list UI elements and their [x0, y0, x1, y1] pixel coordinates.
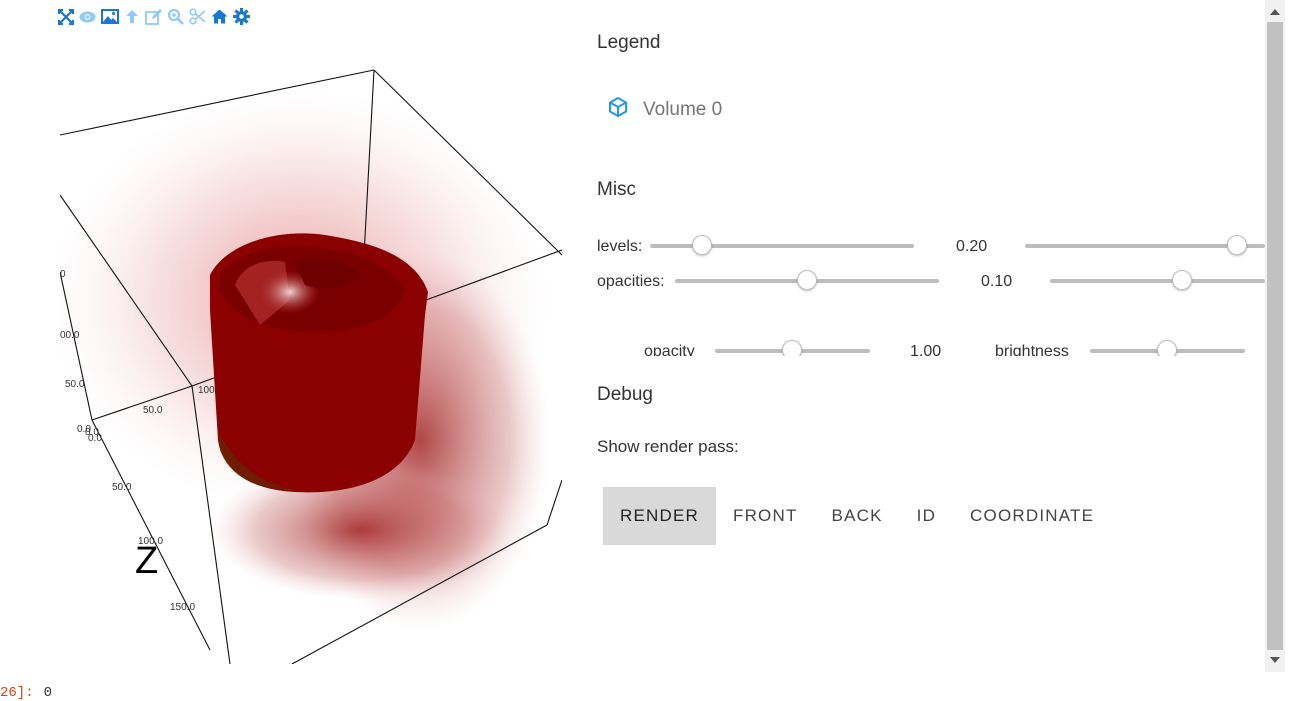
image-icon[interactable] [100, 7, 119, 26]
axis-tick: 0 [60, 269, 66, 280]
axis-tick: 100 [198, 385, 215, 396]
arrow-up-icon[interactable] [122, 7, 141, 26]
clipped-controls-row: opacity 1.00 brightness [597, 336, 1265, 356]
opacity-value: 1.00 [910, 343, 942, 356]
axis-tick: 50.0 [112, 482, 132, 493]
opacity-slider-thumb[interactable] [782, 340, 802, 356]
levels-label: levels: [597, 238, 643, 255]
edit-icon[interactable] [144, 7, 163, 26]
render-pass-button-front[interactable]: FRONT [733, 506, 798, 525]
gear-icon[interactable] [232, 7, 251, 26]
scrollbar-thumb[interactable] [1267, 22, 1283, 650]
axis-tick: 50.0 [65, 379, 85, 390]
brightness-label: brightness [995, 343, 1069, 356]
axis-tick: 150.0 [170, 602, 196, 613]
render-pass-button-id[interactable]: ID [916, 506, 937, 525]
brightness-slider[interactable] [1090, 340, 1245, 356]
levels-slider-2[interactable] [1025, 235, 1265, 255]
cell-prompt: 26]: [0, 685, 34, 701]
misc-title: Misc [597, 179, 637, 200]
render-pass-button-render[interactable]: RENDER [603, 487, 716, 545]
levels-slider-2-thumb[interactable] [1227, 235, 1247, 255]
cell-output-value: 0 [43, 685, 53, 701]
opacity-label: opacity [644, 343, 695, 356]
levels-value: 0.20 [956, 238, 988, 255]
home-icon[interactable] [210, 7, 229, 26]
axis-tick: 0.0 [85, 427, 99, 438]
axis-tick: 00.0 [60, 330, 80, 341]
levels-slider-1-thumb[interactable] [692, 235, 712, 255]
levels-slider-1[interactable] [650, 235, 914, 255]
z-axis-label: Z [135, 540, 159, 582]
control-panel: Legend Volume 0 Misc levels: 0.20 opacit… [597, 0, 1265, 672]
axis-tick: 50.0 [143, 405, 163, 416]
legend-title: Legend [597, 32, 661, 53]
opacities-slider-2-thumb[interactable] [1172, 270, 1192, 290]
scroll-up-arrow-icon[interactable] [1265, 3, 1285, 21]
viewer-toolbar [56, 7, 251, 27]
render-pass-button-back[interactable]: BACK [831, 506, 883, 525]
zoom-icon[interactable] [166, 7, 185, 26]
volume-render [60, 69, 562, 664]
show-render-pass-label: Show render pass: [597, 437, 739, 456]
opacity-slider[interactable] [715, 340, 870, 356]
eye-icon[interactable] [78, 7, 97, 26]
opacities-slider-1-thumb[interactable] [797, 270, 817, 290]
legend-item-label: Volume 0 [643, 98, 723, 120]
cell-output: 26]: 0 [0, 685, 52, 701]
fullscreen-icon[interactable] [56, 7, 75, 26]
legend-item-volume-0[interactable]: Volume 0 [607, 96, 722, 123]
cube-icon [607, 96, 629, 123]
panel-scrollbar[interactable] [1265, 0, 1285, 672]
opacities-label: opacities: [597, 273, 665, 290]
opacities-value: 0.10 [981, 273, 1013, 290]
debug-title: Debug [597, 384, 653, 405]
axis-tick: 0.0 [77, 424, 91, 435]
axis-tick: 0.0 [88, 433, 102, 444]
volume-viewport[interactable]: 0 00.0 50.0 0.0 0.0 0.0 50.0 100 50.0 10… [60, 30, 562, 664]
opacities-slider-1[interactable] [675, 270, 939, 290]
opacities-slider-2[interactable] [1050, 270, 1265, 290]
scroll-down-arrow-icon[interactable] [1265, 651, 1285, 669]
brightness-slider-thumb[interactable] [1157, 340, 1177, 356]
axis-tick: 100.0 [138, 536, 164, 547]
render-pass-toggle-group: RENDER FRONT BACK ID COORDINATE [603, 487, 1111, 545]
scissors-icon[interactable] [188, 7, 207, 26]
render-pass-button-coordinate[interactable]: COORDINATE [970, 506, 1095, 525]
